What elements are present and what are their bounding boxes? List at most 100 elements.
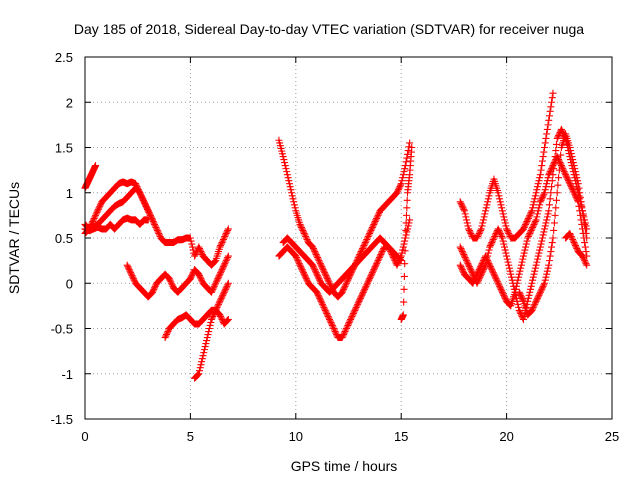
data-point — [149, 217, 157, 225]
data-point — [524, 232, 532, 240]
data-point — [286, 183, 294, 191]
data-point — [340, 331, 348, 339]
data-point — [404, 225, 412, 233]
data-point — [531, 192, 539, 200]
data-point — [553, 153, 561, 161]
data-point — [297, 264, 305, 272]
data-point — [94, 205, 102, 213]
data-point — [155, 229, 163, 237]
data-point — [555, 156, 563, 164]
data-point — [283, 171, 291, 179]
data-point — [539, 192, 547, 200]
data-point — [195, 270, 203, 278]
data-point — [456, 243, 464, 251]
data-point — [457, 263, 465, 271]
data-point — [534, 293, 542, 301]
data-point — [549, 89, 557, 97]
data-point — [467, 266, 475, 274]
data-point — [212, 279, 220, 287]
data-point — [340, 285, 348, 293]
data-point — [186, 275, 194, 283]
data-point — [467, 229, 475, 237]
data-point — [581, 239, 589, 247]
data-point — [399, 174, 407, 182]
data-point — [500, 293, 508, 301]
data-point — [465, 226, 473, 234]
data-point — [541, 222, 549, 230]
data-point — [533, 296, 541, 304]
data-point — [474, 231, 482, 239]
data-point — [573, 245, 581, 253]
data-point — [518, 294, 526, 302]
data-point — [581, 216, 589, 224]
data-point — [375, 210, 383, 218]
data-point — [472, 272, 480, 280]
data-point — [344, 276, 352, 284]
data-point — [537, 166, 545, 174]
data-point — [491, 273, 499, 281]
data-point — [402, 211, 410, 219]
data-point — [477, 263, 485, 271]
data-point — [130, 276, 138, 284]
y-tick-label: 1.5 — [55, 141, 73, 156]
data-point — [580, 255, 588, 263]
data-point — [217, 269, 225, 277]
data-point — [568, 184, 576, 192]
data-point — [193, 371, 201, 379]
data-point — [340, 284, 348, 292]
data-point — [215, 272, 223, 280]
data-point — [571, 168, 579, 176]
data-point — [144, 205, 152, 213]
data-point — [220, 288, 228, 296]
data-point — [343, 278, 351, 286]
data-point — [201, 343, 209, 351]
data-point — [374, 257, 382, 265]
data-point — [543, 267, 551, 275]
data-point — [528, 207, 536, 215]
data-point — [525, 213, 533, 221]
data-point — [465, 261, 473, 269]
data-point — [538, 234, 546, 242]
data-point — [482, 204, 490, 212]
data-point — [553, 134, 561, 142]
data-point — [370, 219, 378, 227]
data-point — [554, 181, 562, 189]
data-point — [541, 225, 549, 233]
data-point — [528, 306, 536, 314]
data-point — [141, 201, 149, 209]
y-tick-label: 0.5 — [55, 231, 73, 246]
data-point — [578, 220, 586, 228]
data-point — [479, 216, 487, 224]
data-point — [525, 291, 533, 299]
data-point — [294, 257, 302, 265]
data-point — [301, 231, 309, 239]
data-point — [302, 234, 310, 242]
data-point — [538, 285, 546, 293]
data-point — [224, 315, 232, 323]
data-point — [314, 290, 322, 298]
data-point — [489, 269, 497, 277]
data-point — [375, 255, 383, 263]
data-point — [458, 201, 466, 209]
data-point — [515, 288, 523, 296]
data-point — [360, 287, 368, 295]
data-point — [463, 257, 471, 265]
data-point — [533, 213, 541, 221]
y-axis-label: SDTVAR / TECUs — [6, 182, 22, 294]
data-point — [396, 256, 404, 264]
data-point — [316, 276, 324, 284]
data-point — [503, 225, 511, 233]
data-point — [485, 246, 493, 254]
data-point — [224, 254, 232, 262]
data-point — [146, 210, 154, 218]
data-point — [582, 248, 590, 256]
data-point — [222, 284, 230, 292]
data-point — [139, 196, 147, 204]
data-point — [350, 308, 358, 316]
data-point — [558, 127, 566, 135]
data-point — [505, 264, 513, 272]
data-point — [361, 240, 369, 248]
data-point — [127, 269, 135, 277]
data-point — [310, 246, 318, 254]
data-point — [478, 222, 486, 230]
